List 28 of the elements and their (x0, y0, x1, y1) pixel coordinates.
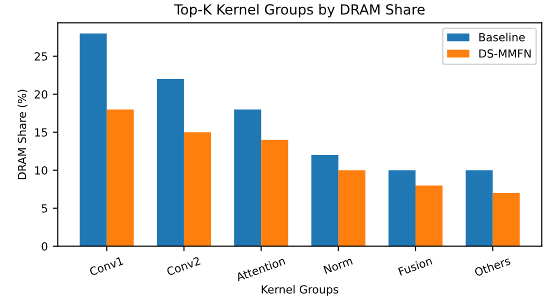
bar (184, 132, 211, 246)
x-tick-label: Conv1 (89, 256, 124, 276)
x-axis-title: Kernel Groups (262, 284, 338, 296)
y-tick-label: 15 (35, 128, 48, 137)
x-tick-label: Conv2 (166, 256, 201, 276)
bar (492, 193, 520, 246)
y-tick-label: 25 (34, 52, 48, 61)
bar (80, 33, 107, 246)
x-tick-label: Fusion (398, 256, 432, 276)
bar (388, 170, 416, 246)
bar (311, 155, 338, 246)
y-tick-label: 0 (42, 242, 48, 251)
legend-label: DS-MMFN (479, 49, 531, 58)
x-tick-label: Others (474, 256, 511, 277)
bar (261, 140, 288, 246)
x-tick-label: Norm (323, 256, 353, 274)
y-tick-label: 5 (42, 204, 48, 213)
bar (466, 170, 493, 246)
bar (234, 109, 262, 246)
y-axis-title: DRAM Share (%) (18, 90, 28, 180)
y-tick-label: 10 (35, 166, 48, 175)
y-tick-label: 20 (34, 90, 48, 99)
bar (416, 185, 443, 246)
bar (338, 170, 366, 246)
legend-label: Baseline (479, 32, 525, 42)
bar (156, 79, 184, 246)
bar (106, 109, 134, 246)
chart-title: Top-K Kernel Groups by DRAM Share (174, 4, 425, 18)
